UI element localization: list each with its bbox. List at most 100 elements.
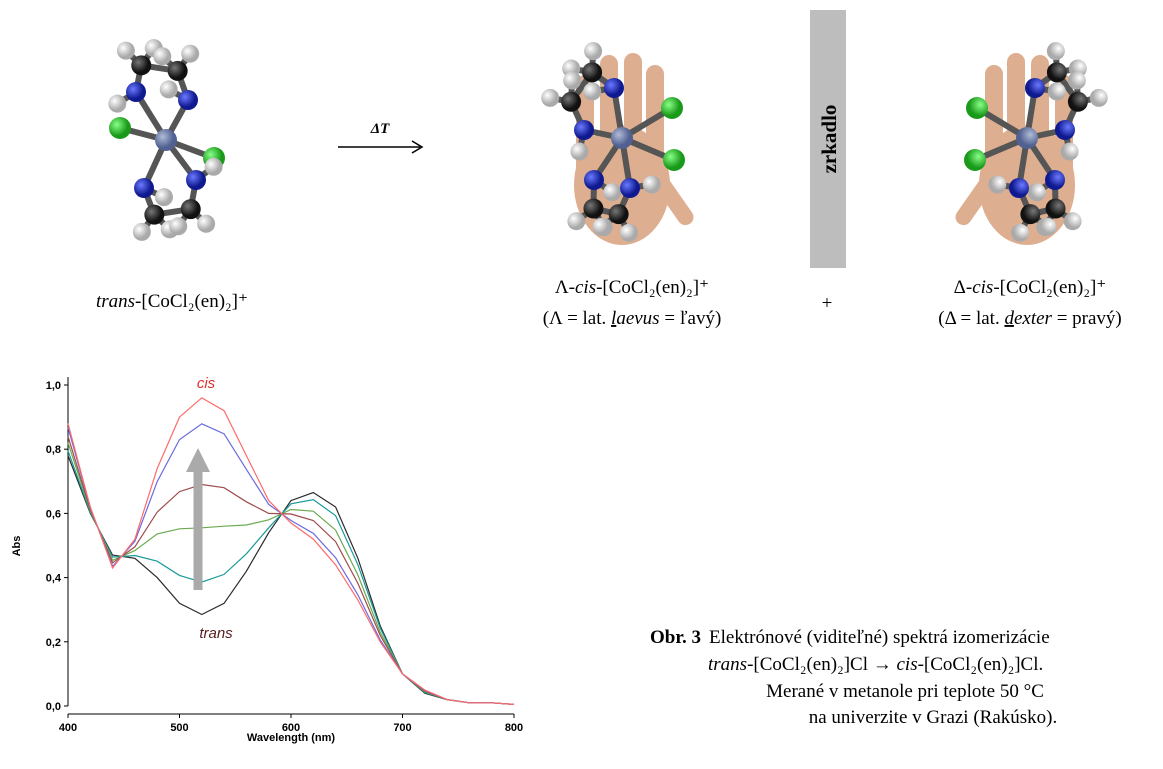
note-start: (Λ = lat.: [543, 308, 611, 329]
x-tick-label: 800: [505, 722, 523, 734]
atom: [609, 204, 629, 224]
x-tick-label: 600: [282, 722, 300, 734]
mirror-label: zrkadlo: [817, 105, 841, 174]
atom: [153, 47, 171, 65]
label-formula: -[CoCl₂(en)₂]⁺: [135, 291, 248, 312]
atom: [1038, 218, 1056, 236]
atom: [620, 178, 640, 198]
lambda-note: (Λ = lat. laevus = ľavý): [543, 308, 722, 329]
atom: [117, 42, 135, 60]
note-word: exter: [1014, 308, 1053, 329]
annotation: cis: [197, 375, 216, 392]
caption-line: Merané v metanole pri teplote 50 °C: [766, 681, 1044, 702]
caption-part: -[CoCl₂(en)₂]Cl.: [918, 654, 1044, 675]
atom: [108, 95, 126, 113]
atom: [584, 42, 602, 60]
y-tick-label: 1,0: [46, 380, 61, 392]
note-end: = pravý): [1052, 308, 1122, 329]
label-symbol: Λ-: [555, 277, 575, 298]
molecule: [108, 39, 225, 241]
atom: [966, 97, 988, 119]
spectrum-line: [68, 443, 514, 705]
spectrum-chart: Abs Wavelength (nm) cis trans 0,00,20,40…: [11, 375, 523, 744]
figure: ΔT zrkadlo trans-[CoCl₂(en)₂]⁺ Λ-cis-[Co…: [0, 0, 1163, 769]
caption-part: cis: [896, 654, 917, 675]
x-tick-label: 400: [59, 722, 77, 734]
y-tick-label: 0,0: [46, 701, 61, 713]
atom: [168, 61, 188, 81]
atom: [144, 205, 164, 225]
atom: [563, 72, 581, 90]
atom: [181, 45, 199, 63]
atom: [620, 224, 638, 242]
y-tick-label: 0,4: [46, 573, 62, 585]
atom: [583, 82, 601, 100]
atom: [584, 170, 604, 190]
spectrum-line: [68, 436, 514, 704]
atom: [1055, 120, 1075, 140]
atom: [133, 223, 151, 241]
atom: [186, 170, 206, 190]
x-tick-label: 700: [393, 722, 411, 734]
atom: [593, 218, 611, 236]
atom: [1046, 199, 1066, 219]
caption-text: Elektrónové (viditeľné) spektrá izomeriz…: [709, 627, 1050, 648]
atom: [1028, 183, 1046, 201]
reaction-label: ΔT: [370, 121, 390, 137]
atom: [643, 176, 661, 194]
spectrum-line: [68, 424, 514, 705]
delta-label: Δ-cis-[CoCl₂(en)₂]⁺: [954, 277, 1107, 298]
atom: [178, 90, 198, 110]
atom: [134, 178, 154, 198]
atom: [988, 176, 1006, 194]
atom: [1047, 62, 1067, 82]
caption-line: trans-[CoCl₂(en)₂]Cl → cis-[CoCl₂(en)₂]C…: [708, 654, 1043, 675]
atom: [611, 127, 633, 149]
molecules: [108, 39, 1107, 245]
x-tick-label: 500: [170, 722, 188, 734]
atom: [205, 158, 223, 176]
caption-number: Obr. 3: [650, 627, 701, 648]
atom: [181, 199, 201, 219]
trend-arrow-head: [186, 448, 210, 472]
label-prefix: trans: [96, 291, 135, 312]
atom: [1068, 72, 1086, 90]
atom: [197, 215, 215, 233]
y-tick-label: 0,8: [46, 444, 61, 456]
atom: [1045, 170, 1065, 190]
label-formula: -[CoCl₂(en)₂]⁺: [993, 277, 1106, 298]
atom: [1011, 224, 1029, 242]
atom: [561, 92, 581, 112]
label-symbol: Δ-: [954, 277, 973, 298]
atom: [964, 149, 986, 171]
note-initial: d: [1004, 308, 1014, 329]
label-formula: -[CoCl₂(en)₂]⁺: [596, 277, 709, 298]
atom: [1048, 82, 1066, 100]
atom: [663, 149, 685, 171]
y-axis-label: Abs: [11, 536, 23, 557]
note-end: = ľavý): [660, 308, 722, 329]
delta-note: (Δ = lat. dexter = pravý): [938, 308, 1122, 329]
label-prefix: cis: [972, 277, 993, 298]
atom: [567, 212, 585, 230]
lambda-label: Λ-cis-[CoCl₂(en)₂]⁺: [555, 277, 709, 298]
spectrum-line: [68, 451, 514, 705]
atom: [570, 143, 588, 161]
label-prefix: cis: [575, 277, 596, 298]
trans-label: trans-[CoCl₂(en)₂]⁺: [96, 291, 248, 312]
y-tick-label: 0,2: [46, 637, 61, 649]
note-word: aevus: [616, 308, 659, 329]
atom: [155, 188, 173, 206]
atom: [1020, 204, 1040, 224]
atom: [1064, 212, 1082, 230]
page: { "figure": { "reaction_label": "ΔT", "t…: [0, 0, 1163, 769]
note-start: (Δ = lat.: [938, 308, 1004, 329]
atom: [541, 89, 559, 107]
atom: [1047, 42, 1065, 60]
atom: [603, 183, 621, 201]
caption-part: trans: [708, 654, 747, 675]
atom: [1090, 89, 1108, 107]
caption-line: na univerzite v Grazi (Rakúsko).: [809, 707, 1058, 728]
atom: [1025, 78, 1045, 98]
atom: [1016, 127, 1038, 149]
